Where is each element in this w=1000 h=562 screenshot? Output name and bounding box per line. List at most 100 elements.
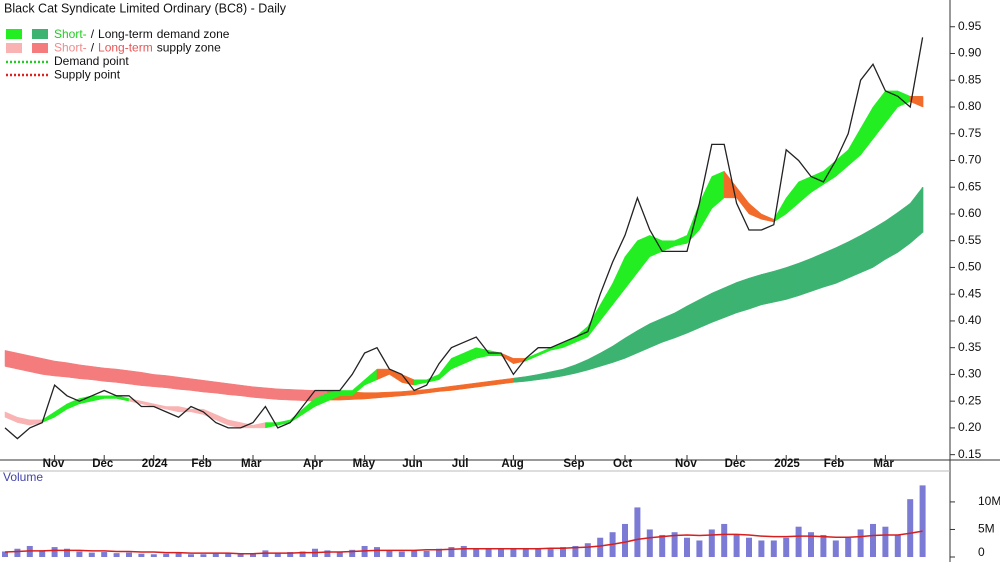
zone-segment <box>41 358 55 377</box>
y-tick-label: 0.25 <box>958 393 982 407</box>
zone-segment <box>165 406 179 413</box>
zone-segment <box>413 379 427 386</box>
zone-segment <box>872 90 886 140</box>
zone-segment <box>190 408 204 415</box>
volume-bar <box>324 550 331 557</box>
zone-segment <box>54 403 68 418</box>
zone-segment <box>29 355 43 375</box>
volume-bar <box>758 540 765 557</box>
volume-bar <box>795 526 802 557</box>
volume-bar <box>584 543 591 557</box>
volume-bar <box>88 552 95 557</box>
zone-segment <box>575 359 589 374</box>
zone-segment <box>141 400 155 407</box>
volume-bar <box>659 534 666 557</box>
zone-segment <box>178 376 192 391</box>
zone-segment <box>649 317 663 349</box>
zone-segment <box>190 378 204 393</box>
volume-bar <box>622 523 628 557</box>
volume-bar <box>560 547 566 557</box>
zone-segment <box>153 403 167 410</box>
y-tick-label: 0.45 <box>958 286 982 300</box>
volume-bar <box>299 551 306 557</box>
zone-segment <box>91 395 105 402</box>
volume-bar <box>411 550 418 557</box>
y-tick-label: 0.80 <box>958 99 982 113</box>
volume-bar <box>14 548 21 557</box>
zone-segment <box>823 247 837 288</box>
zone-segment <box>165 375 179 390</box>
volume-bar <box>919 485 926 557</box>
y-tick-label: 0.75 <box>958 126 982 140</box>
volume-bar <box>572 545 579 557</box>
zone-segment <box>637 323 651 354</box>
y-tick-label: 0.20 <box>958 420 982 434</box>
zone-segment <box>736 186 750 215</box>
zone-segment <box>785 181 799 215</box>
zone-segment <box>872 220 886 268</box>
y-tick-label: 0.15 <box>958 447 982 461</box>
x-tick-label: 2025 <box>774 458 800 470</box>
volume-bar <box>64 548 70 557</box>
zone-segment <box>773 267 787 303</box>
zone-segment <box>736 277 750 314</box>
volume-bar <box>448 547 455 557</box>
volume-bar <box>250 553 256 557</box>
y-tick-label: 0.60 <box>958 206 982 220</box>
volume-bar <box>870 523 876 557</box>
volume-bar <box>274 552 281 557</box>
legend-swatch <box>6 29 22 39</box>
volume-bar <box>2 551 8 557</box>
zone-segment <box>227 383 241 397</box>
legend-swatch <box>32 29 48 39</box>
zone-segment <box>897 202 911 253</box>
zone-segment <box>798 176 812 204</box>
zone-segment <box>364 392 378 400</box>
volume-bar <box>225 553 232 557</box>
y-tick-label: 0.40 <box>958 313 982 327</box>
zone-segment <box>488 379 502 386</box>
zone-segment <box>103 367 117 383</box>
zone-segment <box>847 127 861 167</box>
zone-segment <box>761 270 775 306</box>
zone-segment <box>562 336 576 349</box>
zone-segment <box>475 347 489 359</box>
zone-segment <box>810 252 824 292</box>
zone-segment <box>54 360 68 378</box>
x-tick-label: Dec <box>92 458 114 470</box>
zone-segment <box>17 416 31 426</box>
zone-segment <box>116 368 130 385</box>
zone-segment <box>587 303 601 338</box>
volume-bar <box>113 553 120 557</box>
zone-segment <box>128 370 142 386</box>
x-tick-label: Mar <box>241 458 262 470</box>
zone-segment <box>277 419 291 426</box>
volume-bar <box>386 550 393 557</box>
volume-bar <box>907 499 914 557</box>
legend-text: Long-term <box>98 27 153 41</box>
legend-text: / <box>91 27 95 41</box>
volume-bar <box>150 554 157 557</box>
y-tick-label: 0.65 <box>958 179 982 193</box>
zone-segment <box>463 347 477 365</box>
volume-bar <box>200 554 207 557</box>
zone-segment <box>153 374 167 389</box>
zone-segment <box>91 366 105 382</box>
volume-bar <box>708 529 715 557</box>
zone-segment <box>79 364 93 381</box>
volume-bar <box>188 554 194 557</box>
zone-segment <box>29 419 43 426</box>
zone-segment <box>550 368 564 379</box>
volume-bar <box>721 523 728 557</box>
zone-segment <box>909 186 923 244</box>
zone-segment <box>451 352 465 370</box>
legend-label: Short- / Long-term supply zone <box>54 41 221 55</box>
x-tick-label: Nov <box>675 458 697 470</box>
volume-bar <box>138 553 145 557</box>
zone-segment <box>637 234 651 274</box>
legend-text: Long-term <box>98 41 153 55</box>
chart-title: Black Cat Syndicate Limited Ordinary (BC… <box>4 1 287 15</box>
volume-bar <box>287 552 294 557</box>
zone-segment <box>885 211 899 260</box>
